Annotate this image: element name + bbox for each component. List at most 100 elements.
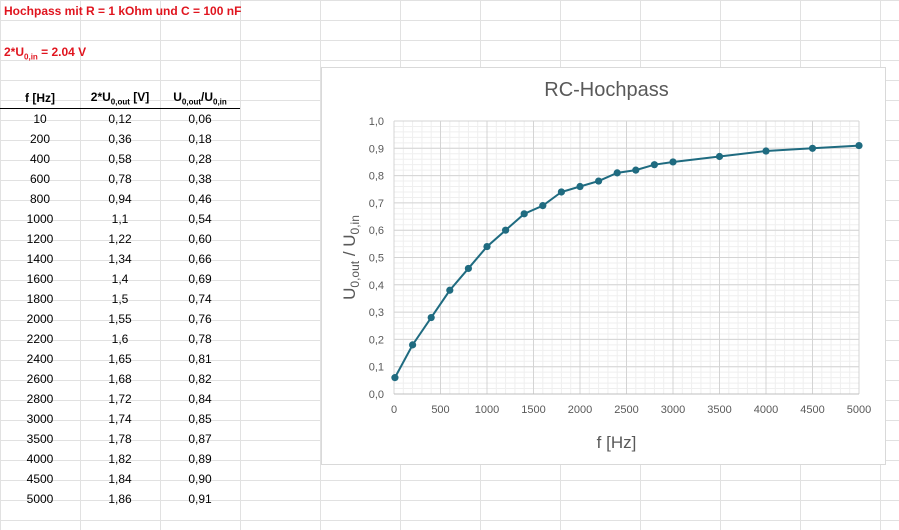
cell-ratio[interactable]: 0,60 <box>188 232 212 246</box>
data-point <box>391 374 399 382</box>
cell-voltage[interactable]: 1,1 <box>111 212 129 226</box>
cell-ratio[interactable]: 0,18 <box>188 132 212 146</box>
cell-frequency[interactable]: 4000 <box>26 452 54 466</box>
cell-voltage[interactable]: 1,72 <box>108 392 132 406</box>
cell-frequency[interactable]: 3500 <box>26 432 54 446</box>
x-tick-label: 2500 <box>614 404 638 416</box>
cell-ratio[interactable]: 0,69 <box>188 272 212 286</box>
cell-frequency[interactable]: 2000 <box>26 312 54 326</box>
header-row: f [Hz] 2*U0,out [V] U0,out/U0,in <box>0 88 240 109</box>
sheet-title[interactable]: Hochpass mit R = 1 kOhm und C = 100 nF <box>4 4 242 18</box>
data-point <box>808 144 817 152</box>
table-row: 2600 1,68 0,82 <box>0 369 240 389</box>
cell-frequency[interactable]: 10 <box>33 112 47 126</box>
x-tick-label: 3000 <box>661 404 685 416</box>
cell-frequency[interactable]: 200 <box>29 132 51 146</box>
x-tick-label: 5000 <box>847 404 871 416</box>
data-table: f [Hz] 2*U0,out [V] U0,out/U0,in 10 0,12 0… <box>0 88 240 509</box>
y-tick-label: 0,4 <box>369 280 384 292</box>
cell-voltage[interactable]: 1,6 <box>111 332 129 346</box>
y-tick-label: 1,0 <box>369 116 384 128</box>
x-tick-label: 2000 <box>568 404 592 416</box>
cell-frequency[interactable]: 1600 <box>26 272 54 286</box>
cell-voltage[interactable]: 1,34 <box>108 252 132 266</box>
table-row: 1800 1,5 0,74 <box>0 289 240 309</box>
table-row: 400 0,58 0,28 <box>0 149 240 169</box>
cell-voltage[interactable]: 1,84 <box>108 472 132 486</box>
series-line <box>394 144 860 379</box>
cell-voltage[interactable]: 1,74 <box>108 412 132 426</box>
header-frequency-label: f [Hz] <box>25 91 55 105</box>
cell-frequency[interactable]: 2200 <box>26 332 54 346</box>
cell-voltage[interactable]: 1,86 <box>108 492 132 506</box>
data-point <box>715 152 724 161</box>
cell-frequency[interactable]: 4500 <box>26 472 54 486</box>
cell-ratio[interactable]: 0,28 <box>188 152 212 166</box>
cell-voltage[interactable]: 1,4 <box>111 272 129 286</box>
cell-voltage[interactable]: 0,36 <box>108 132 132 146</box>
cell-frequency[interactable]: 1200 <box>26 232 54 246</box>
chart-title: RC-Hochpass <box>544 79 668 101</box>
data-point <box>632 166 640 174</box>
cell-ratio[interactable]: 0,78 <box>188 332 212 346</box>
cell-ratio[interactable]: 0,90 <box>188 472 212 486</box>
cell-ratio[interactable]: 0,84 <box>188 392 212 406</box>
cell-ratio[interactable]: 0,89 <box>188 452 212 466</box>
header-ratio[interactable]: U0,out/U0,in <box>160 88 240 109</box>
cell-ratio[interactable]: 0,46 <box>188 192 212 206</box>
cell-voltage[interactable]: 0,94 <box>108 192 132 206</box>
table-row: 2200 1,6 0,78 <box>0 329 240 349</box>
x-tick-label: 1500 <box>521 404 545 416</box>
cell-voltage[interactable]: 1,5 <box>111 292 129 306</box>
cell-voltage[interactable]: 0,78 <box>108 172 132 186</box>
cell-frequency[interactable]: 1800 <box>26 292 54 306</box>
cell-frequency[interactable]: 600 <box>29 172 51 186</box>
cell-ratio[interactable]: 0,82 <box>188 372 212 386</box>
y-tick-label: 0,0 <box>369 389 384 401</box>
header-voltage[interactable]: 2*U0,out [V] <box>80 88 160 109</box>
cell-ratio[interactable]: 0,54 <box>188 212 212 226</box>
cell-frequency[interactable]: 400 <box>29 152 51 166</box>
cell-voltage[interactable]: 1,55 <box>108 312 132 326</box>
cell-voltage[interactable]: 1,22 <box>108 232 132 246</box>
cell-ratio[interactable]: 0,81 <box>188 352 212 366</box>
cell-ratio[interactable]: 0,87 <box>188 432 212 446</box>
y-axis-label: U0,out / U0,in <box>340 215 362 300</box>
header-ratio-b-sub: 0,in <box>213 97 227 107</box>
cell-voltage[interactable]: 1,82 <box>108 452 132 466</box>
cell-frequency[interactable]: 3000 <box>26 412 54 426</box>
input-amplitude[interactable]: 2*U0,in = 2.04 V <box>4 45 86 61</box>
table-row: 2000 1,55 0,76 <box>0 309 240 329</box>
cell-frequency[interactable]: 5000 <box>26 492 54 506</box>
cell-voltage[interactable]: 1,78 <box>108 432 132 446</box>
cell-frequency[interactable]: 1000 <box>26 212 54 226</box>
y-tick-label: 0,8 <box>369 171 384 183</box>
data-point <box>650 161 658 169</box>
table-row: 800 0,94 0,46 <box>0 189 240 209</box>
header-frequency[interactable]: f [Hz] <box>0 88 80 109</box>
cell-voltage[interactable]: 1,65 <box>108 352 132 366</box>
cell-ratio[interactable]: 0,66 <box>188 252 212 266</box>
chart-container[interactable]: 0 500 1000 1500 2000 2500 3000 3500 4000 4500 5000… <box>321 67 886 465</box>
data-point <box>446 286 454 294</box>
cell-frequency[interactable]: 800 <box>29 192 51 206</box>
cell-frequency[interactable]: 2400 <box>26 352 54 366</box>
cell-frequency[interactable]: 2800 <box>26 392 54 406</box>
cell-voltage[interactable]: 1,68 <box>108 372 132 386</box>
table-row: 4000 1,82 0,89 <box>0 449 240 469</box>
data-point <box>613 169 621 177</box>
data-point <box>409 341 417 349</box>
x-tick-label: 4000 <box>754 404 778 416</box>
cell-voltage[interactable]: 0,58 <box>108 152 132 166</box>
cell-ratio[interactable]: 0,74 <box>188 292 212 306</box>
cell-ratio[interactable]: 0,91 <box>188 492 212 506</box>
cell-voltage[interactable]: 0,12 <box>108 112 132 126</box>
cell-ratio[interactable]: 0,06 <box>188 112 212 126</box>
cell-frequency[interactable]: 1400 <box>26 252 54 266</box>
y-tick-label: 0,5 <box>369 253 384 265</box>
cell-ratio[interactable]: 0,85 <box>188 412 212 426</box>
cell-ratio[interactable]: 0,76 <box>188 312 212 326</box>
cell-frequency[interactable]: 2600 <box>26 372 54 386</box>
cell-ratio[interactable]: 0,38 <box>188 172 212 186</box>
data-point <box>855 141 863 150</box>
